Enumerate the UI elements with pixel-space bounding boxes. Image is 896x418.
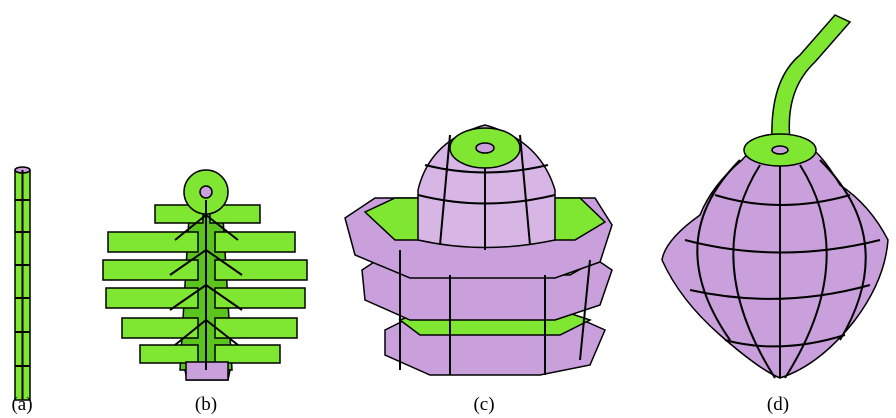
model-b	[102, 169, 308, 381]
caption: (c)	[473, 394, 494, 415]
model-c	[344, 124, 613, 376]
caption: (b)	[195, 394, 217, 415]
model-a	[14, 166, 31, 401]
model-d	[661, 14, 889, 379]
caption: (a)	[11, 394, 32, 415]
caption: (d)	[767, 394, 789, 415]
